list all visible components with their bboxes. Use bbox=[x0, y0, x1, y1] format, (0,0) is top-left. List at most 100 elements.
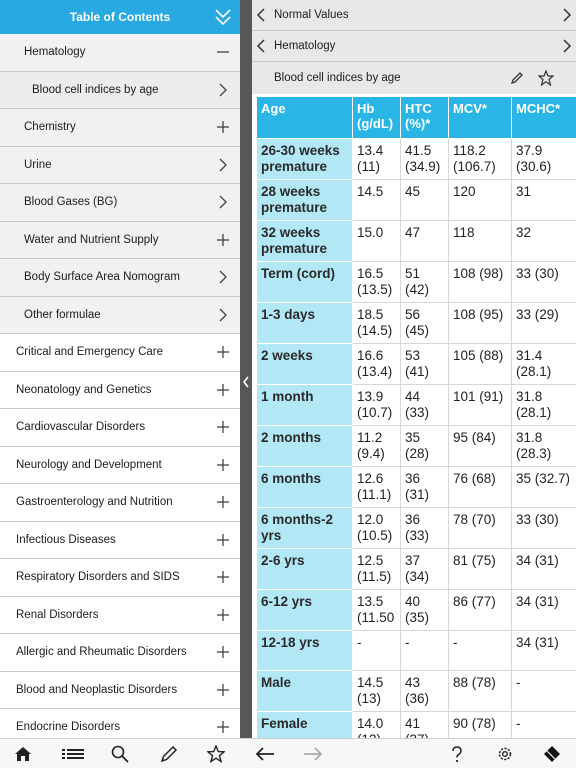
toc-item[interactable]: Renal Disorders bbox=[0, 596, 240, 634]
chevron-right-icon[interactable] bbox=[562, 8, 572, 22]
toc-item[interactable]: Critical and Emergency Care bbox=[0, 334, 240, 372]
list-icon[interactable] bbox=[62, 745, 84, 763]
chevron-right-icon[interactable] bbox=[562, 39, 572, 53]
nav-label: Normal Values bbox=[274, 9, 349, 21]
toc-item[interactable]: Chemistry bbox=[0, 109, 240, 147]
toc-item[interactable]: Gastroenterology and Nutrition bbox=[0, 484, 240, 522]
split-divider[interactable] bbox=[240, 0, 252, 738]
column-header: HTC (%)* bbox=[400, 96, 449, 139]
toc-item[interactable]: Allergic and Rheumatic Disorders bbox=[0, 634, 240, 672]
star-icon[interactable] bbox=[207, 745, 225, 763]
pencil-icon[interactable] bbox=[160, 745, 178, 763]
value-cell: 40 (35) bbox=[400, 589, 449, 631]
table-container[interactable]: Age Hb (g/dL) HTC (%)* MCV* MCHC* 26-30 … bbox=[256, 96, 576, 738]
gear-icon[interactable] bbox=[496, 745, 514, 763]
chevron-left-icon[interactable] bbox=[256, 8, 266, 22]
value-cell: 47 bbox=[400, 220, 449, 262]
star-icon[interactable] bbox=[538, 70, 554, 86]
toc-item[interactable]: Water and Nutrient Supply bbox=[0, 221, 240, 259]
age-cell: 1 month bbox=[256, 384, 353, 426]
toc-item[interactable]: Blood and Neoplastic Disorders bbox=[0, 671, 240, 709]
plus-icon[interactable] bbox=[216, 495, 230, 509]
age-cell: 6 months bbox=[256, 466, 353, 508]
value-cell: 118 bbox=[448, 220, 512, 262]
table-row: 1-3 days 18.5 (14.5) 56 (45) 108 (95) 33 (29… bbox=[256, 302, 576, 344]
collapse-handle-icon[interactable] bbox=[242, 376, 250, 388]
help-icon[interactable] bbox=[448, 745, 466, 763]
toc-item[interactable]: Infectious Diseases bbox=[0, 521, 240, 559]
value-cell: 33 (29) bbox=[511, 302, 576, 344]
toc-item-label: Gastroenterology and Nutrition bbox=[16, 496, 173, 509]
toc-item[interactable]: Blood cell indices by age bbox=[0, 71, 240, 109]
nav-hematology[interactable]: Hematology bbox=[252, 31, 576, 62]
bookmark-icon[interactable] bbox=[543, 745, 561, 763]
plus-icon[interactable] bbox=[216, 420, 230, 434]
toc-item-label: Other formulae bbox=[24, 308, 101, 321]
value-cell: 34 (31) bbox=[511, 548, 576, 590]
toc-item[interactable]: Hematology bbox=[0, 34, 240, 72]
plus-icon[interactable] bbox=[216, 383, 230, 397]
plus-icon[interactable] bbox=[216, 720, 230, 734]
plus-icon[interactable] bbox=[216, 345, 230, 359]
toc-item-label: Critical and Emergency Care bbox=[16, 346, 164, 359]
plus-icon[interactable] bbox=[216, 645, 230, 659]
value-cell: 35 (28) bbox=[400, 425, 449, 467]
nav-normal-values[interactable]: Normal Values bbox=[252, 0, 576, 31]
home-icon[interactable] bbox=[14, 745, 32, 763]
plus-icon[interactable] bbox=[216, 458, 230, 472]
value-cell: 14.5 (13) bbox=[352, 670, 401, 712]
age-cell: 26-30 weeks premature bbox=[256, 138, 353, 180]
plus-icon[interactable] bbox=[216, 683, 230, 697]
chevron-right-icon[interactable] bbox=[216, 158, 230, 172]
chevron-right-icon[interactable] bbox=[216, 270, 230, 284]
toc-item[interactable]: Endocrine Disorders bbox=[0, 709, 240, 738]
chevron-right-icon[interactable] bbox=[216, 83, 230, 97]
age-cell: 12-18 yrs bbox=[256, 630, 353, 671]
plus-icon[interactable] bbox=[216, 233, 230, 247]
table-row: 6-12 yrs 13.5 (11.50 40 (35) 86 (77) 34 (31) bbox=[256, 589, 576, 631]
pencil-icon[interactable] bbox=[510, 71, 524, 85]
plus-icon[interactable] bbox=[216, 608, 230, 622]
chevron-left-icon[interactable] bbox=[256, 39, 266, 53]
value-cell: 90 (78) bbox=[448, 711, 512, 738]
value-cell: 18.5 (14.5) bbox=[352, 302, 401, 344]
back-arrow-icon[interactable] bbox=[255, 745, 275, 763]
table-row: 28 weeks premature 14.5 45 120 31 bbox=[256, 179, 576, 221]
value-cell: 44 (33) bbox=[400, 384, 449, 426]
plus-icon[interactable] bbox=[216, 120, 230, 134]
value-cell: 43 (36) bbox=[400, 670, 449, 712]
table-row: 2 months 11.2 (9.4) 35 (28) 95 (84) 31.8 (28… bbox=[256, 425, 576, 467]
value-cell: 31.4 (28.1) bbox=[511, 343, 576, 385]
toc-item-label: Blood and Neoplastic Disorders bbox=[16, 683, 178, 696]
value-cell: 12.0 (10.5) bbox=[352, 507, 401, 549]
toc-item[interactable]: Respiratory Disorders and SIDS bbox=[0, 559, 240, 597]
plus-icon[interactable] bbox=[216, 533, 230, 547]
toc-item[interactable]: Neonatology and Genetics bbox=[0, 371, 240, 409]
value-cell: 36 (31) bbox=[400, 466, 449, 508]
chevron-right-icon[interactable] bbox=[216, 195, 230, 209]
toc-item[interactable]: Neurology and Development bbox=[0, 446, 240, 484]
toc-item[interactable]: Cardiovascular Disorders bbox=[0, 409, 240, 447]
value-cell: 31 bbox=[511, 179, 576, 221]
toc-item[interactable]: Body Surface Area Nomogram bbox=[0, 259, 240, 297]
value-cell: 33 (30) bbox=[511, 261, 576, 303]
age-cell: 2-6 yrs bbox=[256, 548, 353, 590]
chevron-right-icon[interactable] bbox=[216, 308, 230, 322]
search-icon[interactable] bbox=[111, 745, 129, 763]
toc-item-label: Blood Gases (BG) bbox=[24, 196, 118, 209]
bottom-toolbar bbox=[0, 738, 576, 768]
value-cell: 81 (75) bbox=[448, 548, 512, 590]
table-row: 2-6 yrs 12.5 (11.5) 37 (34) 81 (75) 34 (31) bbox=[256, 548, 576, 590]
forward-arrow-icon[interactable] bbox=[303, 745, 323, 763]
toc-item[interactable]: Other formulae bbox=[0, 296, 240, 334]
value-cell: 37.9 (30.6) bbox=[511, 138, 576, 180]
toc-item[interactable]: Blood Gases (BG) bbox=[0, 184, 240, 222]
toc-item[interactable]: Urine bbox=[0, 146, 240, 184]
toc-item-label: Neonatology and Genetics bbox=[16, 383, 152, 396]
collapse-chevron-icon[interactable] bbox=[214, 6, 232, 28]
minus-icon[interactable] bbox=[216, 45, 230, 59]
value-cell: 95 (84) bbox=[448, 425, 512, 467]
plus-icon[interactable] bbox=[216, 570, 230, 584]
